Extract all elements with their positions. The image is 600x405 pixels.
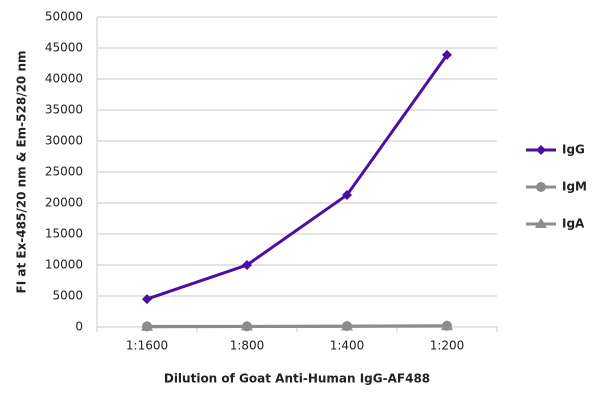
- x-axis-title: Dilution of Goat Anti-Human IgG-AF488: [164, 372, 430, 386]
- data-point: [242, 260, 252, 270]
- data-point: [241, 320, 253, 331]
- y-tick-label: 20000: [45, 196, 83, 210]
- legend-label: IgA: [562, 217, 585, 231]
- x-tick-label: 1:400: [330, 339, 365, 353]
- data-point: [342, 189, 352, 200]
- y-tick-label: 50000: [45, 10, 83, 24]
- data-point: [142, 294, 152, 305]
- data-point: [441, 320, 453, 331]
- legend-label: IgM: [562, 180, 587, 194]
- x-tick-label: 1:200: [430, 339, 465, 353]
- series-line: [146, 324, 448, 329]
- y-tick-label: 40000: [45, 72, 83, 86]
- y-tick-label: 25000: [45, 165, 83, 179]
- legend-marker: [536, 145, 546, 155]
- x-tick-label: 1:800: [230, 339, 265, 353]
- y-axis-title: FI at Ex-485/20 nm & Em-528/20 nm: [15, 51, 29, 294]
- legend-marker: [536, 182, 546, 192]
- series-line: [146, 53, 449, 301]
- y-tick-label: 35000: [45, 103, 83, 117]
- y-tick-label: 10000: [45, 258, 83, 272]
- legend-marker: [535, 218, 547, 228]
- data-point: [341, 320, 353, 331]
- y-tick-label: 45000: [45, 41, 83, 55]
- y-tick-label: 30000: [45, 134, 83, 148]
- y-tick-label: 15000: [45, 227, 83, 241]
- data-point: [442, 49, 452, 60]
- data-point: [141, 320, 153, 331]
- y-tick-label: 0: [75, 320, 83, 334]
- x-tick-label: 1:1600: [126, 339, 168, 353]
- legend-label: IgG: [562, 143, 585, 157]
- y-tick-label: 5000: [52, 289, 83, 303]
